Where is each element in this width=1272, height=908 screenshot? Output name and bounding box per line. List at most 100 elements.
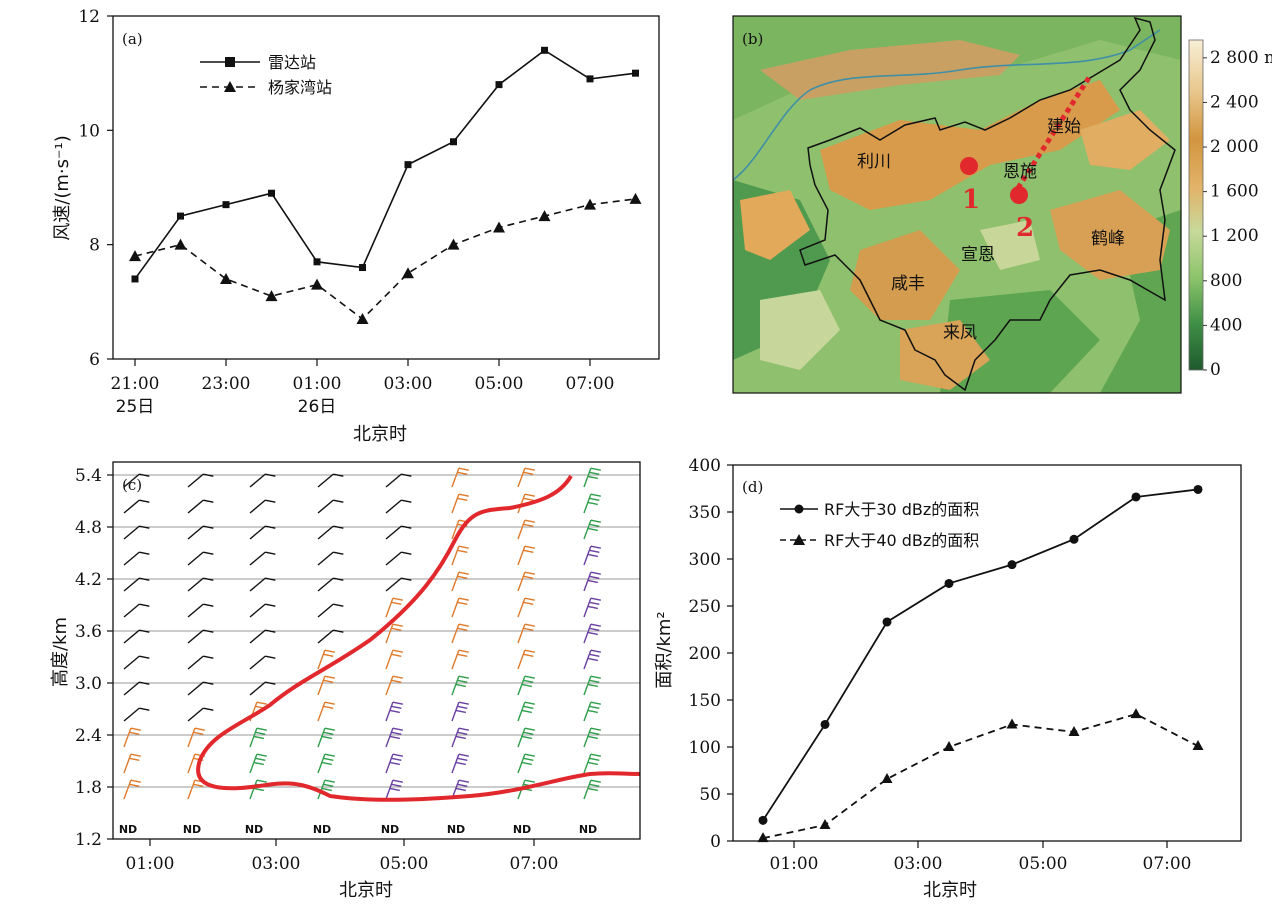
barb-flag: [590, 779, 601, 783]
data-point: [757, 832, 769, 843]
barb-flag: [590, 571, 601, 575]
barb-staff: [517, 623, 526, 644]
barb-staff: [317, 753, 326, 774]
barb-flag: [265, 603, 276, 607]
barb-staff: [451, 571, 460, 592]
barb-flag: [333, 603, 344, 607]
place-xianfeng: 咸丰: [891, 274, 925, 294]
place-enshi: 恩施: [1003, 162, 1037, 182]
data-point: [313, 258, 321, 266]
barb-flag: [323, 757, 334, 762]
y-tick-label: 8: [89, 236, 100, 256]
barb-staff: [123, 727, 132, 748]
barb-flag: [589, 575, 600, 580]
barb-flag: [524, 753, 535, 757]
barb-staff: [385, 473, 402, 488]
series-line-1: [762, 488, 1199, 821]
y-tick-label: 1.8: [75, 778, 102, 798]
data-point: [632, 69, 639, 77]
barb-staff: [317, 649, 326, 670]
barb-flag: [589, 471, 600, 476]
barb-flag: [458, 467, 469, 471]
barb-staff: [317, 577, 334, 592]
place-lichuan: 利川: [857, 152, 891, 172]
barb-staff: [317, 525, 334, 540]
boundary-curve: [196, 474, 641, 802]
barb-staff: [249, 779, 258, 800]
barb-flag: [589, 523, 600, 528]
barb-staff: [249, 681, 266, 696]
barb-flag: [401, 525, 412, 529]
barb-flag: [193, 731, 204, 736]
nd-label: ND: [579, 823, 597, 836]
colorbar-label: 0: [1210, 360, 1221, 380]
barb-flag: [203, 655, 214, 659]
barb-flag: [590, 675, 601, 679]
grid-lines: [113, 474, 640, 788]
legend-label-2: 杨家湾站: [268, 78, 332, 97]
barb-staff: [517, 571, 526, 592]
barb-flag: [130, 727, 141, 731]
barb-flag: [333, 473, 344, 477]
barb-staff: [451, 493, 460, 514]
y-tick-label: 2.4: [75, 726, 102, 746]
data-point: [819, 819, 831, 830]
barb-staff: [451, 623, 460, 644]
barb-flag: [587, 631, 598, 636]
barb-flag: [129, 757, 140, 762]
data-point: [881, 772, 893, 783]
barb-flag: [524, 519, 535, 523]
barb-staff: [583, 545, 592, 566]
barb-flag: [524, 701, 535, 705]
x-tick-label: 05:00: [380, 854, 429, 874]
barb-flag: [265, 577, 276, 581]
barb-flag: [324, 727, 335, 731]
barb-staff: [187, 551, 204, 566]
barb-staff: [583, 467, 592, 488]
barb-flag: [589, 705, 600, 710]
x-axis-label: 北京时: [923, 880, 977, 901]
data-point: [222, 201, 230, 209]
x-tick-label: 21:00: [111, 374, 160, 394]
y-axis-ticks: 0 50 100 150 200 250 300 350 400: [689, 456, 733, 852]
barb-staff: [317, 473, 334, 488]
barb-flag: [590, 753, 601, 757]
barb-staff: [249, 603, 266, 618]
barb-flag: [590, 493, 601, 497]
barb-staff: [123, 655, 140, 670]
data-point: [493, 221, 505, 233]
barb-staff: [317, 499, 334, 514]
barb-staff: [187, 681, 204, 696]
nd-label: ND: [119, 823, 137, 836]
barb-staff: [451, 701, 460, 722]
data-point: [402, 267, 414, 279]
data-point: [450, 138, 457, 146]
barb-flag: [458, 623, 469, 627]
barb-flag: [265, 473, 276, 477]
barb-staff: [385, 597, 394, 618]
barb-staff: [517, 519, 526, 540]
y-tick-label: 5.4: [75, 466, 102, 486]
barb-flag: [333, 629, 344, 633]
barb-flag: [391, 679, 402, 684]
panel-a-wind-speed-chart: (a) 6 8 10 12 21:00 25日 23:00 01:00 26日 03:00 05:…: [52, 7, 660, 445]
site-1-label: 1: [962, 185, 980, 215]
series-group: [129, 46, 642, 324]
nd-label: ND: [313, 823, 331, 836]
data-point: [1007, 560, 1017, 570]
barb-flag: [523, 679, 534, 684]
barb-staff: [249, 629, 266, 644]
data-point: [1069, 534, 1079, 544]
nd-labels: ND ND ND ND ND ND ND ND: [119, 823, 597, 836]
barb-flag: [256, 727, 267, 731]
barb-flag: [323, 679, 334, 684]
barb-staff: [187, 525, 204, 540]
site-1-marker: [960, 157, 978, 175]
barb-staff: [317, 675, 326, 696]
barb-flag: [139, 655, 150, 659]
barb-flag: [590, 597, 601, 601]
barb-flag: [587, 761, 598, 766]
barb-flag: [524, 571, 535, 575]
barb-flag: [587, 501, 598, 506]
barb-staff: [249, 551, 266, 566]
